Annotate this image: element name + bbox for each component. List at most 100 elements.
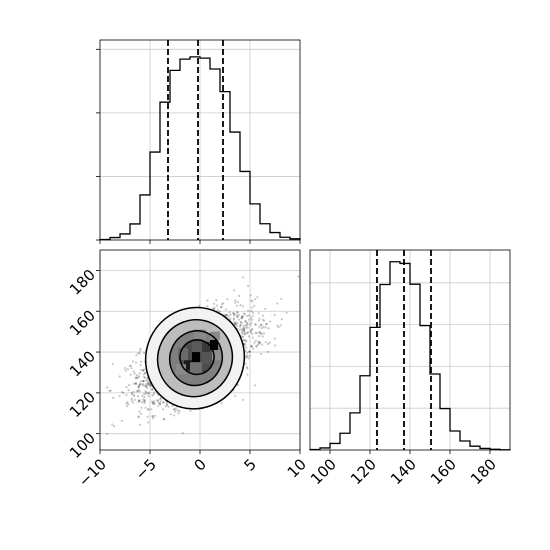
scatter-point: [142, 379, 145, 383]
scatter-point: [229, 313, 232, 316]
scatter-point: [227, 315, 230, 318]
scatter-point: [130, 391, 133, 394]
density-cell: [176, 364, 186, 375]
scatter-point: [174, 407, 177, 410]
scatter-point: [138, 375, 141, 378]
scatter-point: [225, 313, 229, 316]
scatter-point: [134, 377, 137, 380]
scatter-point: [130, 393, 133, 396]
scatter-point: [162, 417, 165, 421]
scatter-point: [128, 365, 131, 368]
density-contour: [144, 306, 246, 410]
scatter-point: [243, 326, 246, 329]
scatter-point: [242, 276, 245, 279]
scatter-point: [118, 394, 121, 398]
scatter-point: [145, 382, 148, 385]
scatter-point: [273, 337, 276, 340]
scatter-point: [146, 408, 149, 411]
scatter-point: [239, 324, 242, 327]
scatter-point: [232, 312, 235, 315]
scatter-point: [131, 360, 135, 363]
scatter-point: [240, 315, 243, 318]
scatter-xtick-label: 0: [191, 455, 210, 474]
scatter-point: [257, 343, 260, 346]
scatter-point: [151, 388, 154, 391]
scatter-point: [258, 335, 261, 338]
hist-x-steps: [99, 56, 301, 241]
scatter-point: [120, 419, 123, 422]
scatter-point: [245, 346, 248, 349]
scatter-point: [178, 410, 181, 413]
scatter-point: [135, 376, 138, 379]
scatter-ytick-label: 180: [66, 266, 99, 299]
scatter-point: [280, 297, 283, 300]
density-cell: [212, 350, 222, 361]
scatter-point: [139, 347, 142, 350]
scatter-point: [177, 412, 180, 415]
scatter-point: [263, 319, 266, 322]
scatter-point: [267, 327, 270, 330]
scatter-point: [233, 289, 236, 292]
scatter-point: [245, 356, 248, 359]
scatter-point: [242, 329, 245, 332]
hist-x-panel: [96, 39, 301, 244]
scatter-point: [238, 313, 241, 316]
scatter-point: [144, 398, 147, 402]
scatter-point: [137, 376, 140, 379]
scatter-point: [266, 342, 270, 346]
scatter-point: [243, 313, 247, 316]
scatter-point: [134, 398, 137, 401]
hist-y-xtick-label: 120: [347, 455, 380, 488]
scatter-point: [147, 395, 150, 398]
scatter-point: [240, 317, 243, 320]
scatter-point: [174, 410, 177, 413]
scatter-point: [169, 413, 172, 416]
scatter-point: [124, 369, 127, 372]
density-cell: [192, 352, 200, 363]
scatter-point: [236, 311, 239, 314]
scatter-point: [241, 335, 244, 338]
scatter-point: [142, 369, 145, 372]
hist-y-frame: [309, 249, 511, 451]
scatter-point: [251, 318, 254, 321]
scatter-point: [252, 347, 255, 350]
scatter-point: [122, 391, 125, 395]
scatter-point: [141, 383, 144, 386]
scatter-point: [246, 322, 249, 325]
scatter-point: [149, 384, 152, 387]
scatter-point: [146, 384, 149, 387]
scatter-point: [236, 300, 239, 303]
scatter-point: [135, 354, 138, 357]
scatter-point: [260, 333, 263, 336]
scatter-point: [233, 322, 237, 325]
scatter-point: [243, 333, 246, 336]
scatter-point: [248, 350, 251, 353]
scatter-point: [138, 372, 141, 375]
scatter-point: [264, 307, 267, 310]
scatter-frame: [99, 249, 301, 451]
scatter-point: [137, 399, 140, 402]
scatter-point: [247, 357, 250, 360]
density-cell: [178, 347, 188, 361]
scatter-point: [142, 380, 145, 383]
scatter-point: [148, 383, 151, 386]
scatter-point: [254, 331, 257, 335]
scatter-point: [132, 382, 135, 385]
scatter-point: [157, 401, 160, 404]
scatter-point: [162, 401, 165, 404]
scatter-point: [260, 327, 263, 330]
scatter-point: [261, 335, 264, 338]
scatter-point: [135, 377, 138, 380]
scatter-point: [243, 342, 246, 346]
scatter-point: [236, 322, 239, 325]
scatter-point: [147, 421, 150, 424]
density-contour: [179, 339, 215, 376]
scatter-point: [171, 404, 174, 407]
scatter-point: [228, 311, 231, 314]
scatter-point: [206, 305, 209, 308]
scatter-point: [132, 393, 135, 396]
scatter-point: [268, 341, 271, 344]
scatter-point: [222, 302, 225, 305]
scatter-point: [151, 402, 154, 405]
density-cell: [200, 341, 210, 353]
